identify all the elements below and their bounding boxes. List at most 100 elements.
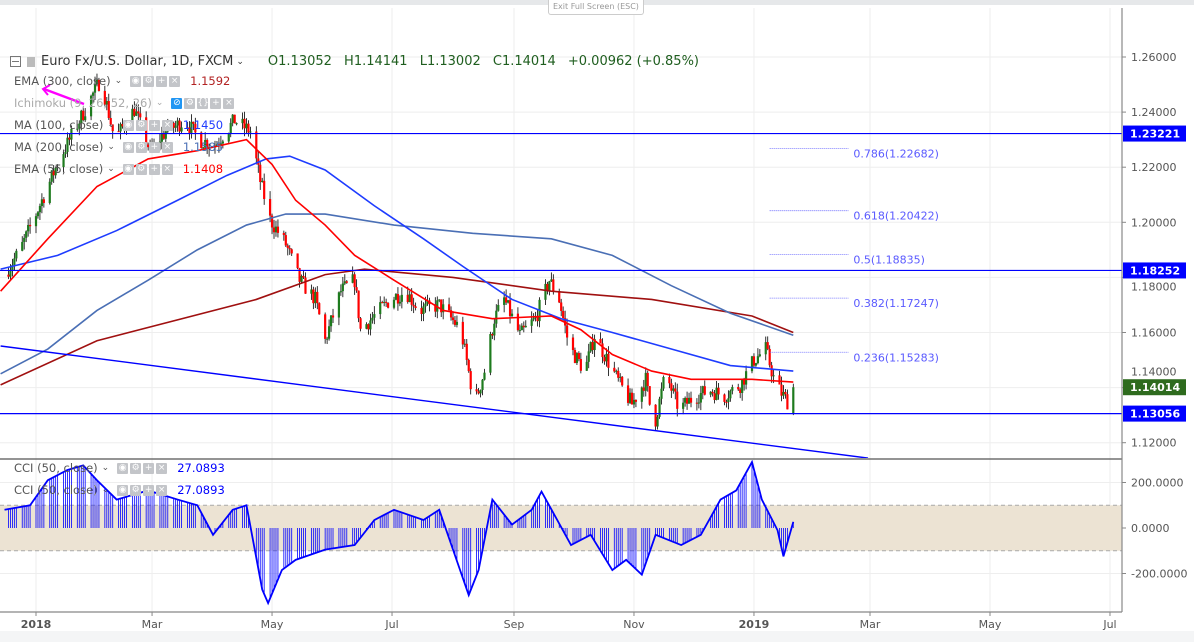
eye-icon[interactable]: ◉ (117, 484, 129, 496)
more-icon[interactable]: + (143, 462, 155, 474)
remove-icon[interactable]: × (156, 484, 168, 496)
candle-body (605, 353, 608, 362)
candle (21, 236, 24, 252)
candle (518, 324, 521, 336)
hide-icon[interactable]: ⊘ (171, 97, 183, 109)
more-icon[interactable]: + (156, 75, 168, 87)
candle-body (709, 391, 712, 395)
symbol-title[interactable]: Euro Fx/U.S. Dollar, 1D, FXCM (41, 54, 234, 69)
candle-body (326, 338, 329, 340)
candle-body (451, 317, 455, 321)
indicator-legend[interactable]: Ichimoku (9, 26, 52, 26) ⌄ ⊘ ⚙{} + × (14, 96, 244, 110)
candle (687, 392, 691, 404)
indicator-legend[interactable]: MA (100, close) ⌄ ◉ ⚙ + × 1.1450 (14, 118, 223, 132)
more-icon[interactable]: + (143, 484, 155, 496)
eye-icon[interactable]: ◉ (122, 119, 134, 131)
indicator-label[interactable]: Ichimoku (9, 26, 52, 26) (14, 96, 152, 110)
indicator-label[interactable]: EMA (300, close) (14, 74, 111, 88)
candle-body (270, 215, 274, 228)
candle (792, 383, 795, 416)
candle-body (465, 343, 468, 360)
remove-icon[interactable]: × (156, 462, 168, 474)
candle-body (288, 247, 291, 250)
more-icon[interactable]: + (148, 141, 160, 153)
eye-icon[interactable]: ◉ (130, 75, 142, 87)
candle-body (135, 111, 138, 116)
settings-icon[interactable]: ⚙ (130, 484, 142, 496)
more-icon[interactable]: + (210, 97, 222, 109)
candle (644, 367, 647, 397)
remove-icon[interactable]: × (161, 141, 173, 153)
candle-body (518, 330, 521, 332)
settings-icon[interactable]: ⚙ (184, 97, 196, 109)
candle-body (339, 291, 342, 293)
candle-body (327, 326, 331, 339)
indicator-legend[interactable]: EMA (300, close) ⌄ ◉ ⚙ + × 1.1592 (14, 74, 230, 88)
chevron-down-icon[interactable]: ⌄ (155, 98, 164, 108)
candle-body (455, 321, 459, 325)
settings-icon[interactable]: ⚙ (130, 462, 142, 474)
indicator-buttons: ◉ ⚙ + × (130, 75, 181, 87)
remove-icon[interactable]: × (169, 75, 181, 87)
candle (259, 160, 262, 190)
candle (192, 121, 195, 131)
eye-icon[interactable]: ◉ (117, 462, 129, 474)
candle-body (453, 320, 457, 325)
remove-icon[interactable]: × (161, 119, 173, 131)
chevron-down-icon[interactable]: ⌄ (107, 142, 115, 152)
candle-body (711, 391, 714, 394)
remove-icon[interactable]: × (223, 97, 235, 109)
candle (632, 393, 636, 409)
chevron-down-icon[interactable]: ⌄ (114, 76, 123, 86)
indicator-label[interactable]: MA (200, close) (14, 140, 104, 154)
candle (268, 191, 272, 223)
indicator-label[interactable]: EMA (55, close) (14, 162, 104, 176)
indicator-label[interactable]: CCI (50, close) (14, 461, 98, 475)
indicator-label[interactable]: CCI (50, close) (14, 483, 98, 497)
indicator-label[interactable]: MA (100, close) (14, 118, 104, 132)
candle-body (695, 402, 699, 404)
chevron-down-icon[interactable]: ⌄ (107, 164, 115, 174)
candle-body (312, 289, 315, 304)
settings-icon[interactable]: ⚙ (135, 119, 147, 131)
candle (709, 391, 712, 398)
candle (235, 122, 238, 126)
cci-legend[interactable]: CCI (50, close) ⌄ ◉ ⚙ + × 27.0893 (14, 461, 225, 475)
more-icon[interactable]: + (148, 163, 160, 175)
cci-legend[interactable]: CCI (50, close) ⌄ ◉ ⚙ + × 27.0893 (14, 483, 225, 497)
exit-fullscreen-tooltip[interactable]: Exit Full Screen (ESC) (548, 0, 644, 15)
candle-body (314, 291, 317, 304)
chevron-down-icon[interactable]: ⌄ (107, 120, 115, 130)
candle (162, 128, 165, 140)
eye-icon[interactable]: ◉ (122, 141, 134, 153)
indicator-legend[interactable]: EMA (55, close) ⌄ ◉ ⚙ + × 1.1408 (14, 162, 223, 176)
source-icon[interactable]: {} (197, 97, 209, 109)
candle (327, 319, 331, 341)
candle (522, 321, 525, 333)
candle-body (202, 147, 205, 149)
chevron-down-icon[interactable]: ⌄ (101, 485, 110, 495)
candle-body (200, 132, 203, 148)
indicator-legend[interactable]: MA (200, close) ⌄ ◉ ⚙ + × 1.1585 (14, 140, 223, 154)
candle-body (463, 343, 466, 345)
chevron-down-icon[interactable]: ⌄ (236, 56, 244, 67)
settings-icon[interactable]: ⚙ (135, 141, 147, 153)
collapse-icon[interactable] (10, 56, 21, 67)
candle-body (778, 375, 781, 385)
candle-body (626, 385, 630, 403)
candle (477, 388, 480, 395)
candle-body (345, 281, 348, 283)
eye-icon[interactable]: ◉ (122, 163, 134, 175)
candle (713, 390, 716, 404)
remove-icon[interactable]: × (161, 163, 173, 175)
more-icon[interactable]: + (148, 119, 160, 131)
candle (619, 373, 622, 383)
chevron-down-icon[interactable]: ⌄ (101, 463, 110, 473)
candle (670, 378, 673, 398)
candle (658, 396, 661, 419)
settings-icon[interactable]: ⚙ (135, 163, 147, 175)
indicator-value: 27.0893 (177, 461, 225, 475)
candle (300, 274, 303, 284)
settings-icon[interactable]: ⚙ (143, 75, 155, 87)
